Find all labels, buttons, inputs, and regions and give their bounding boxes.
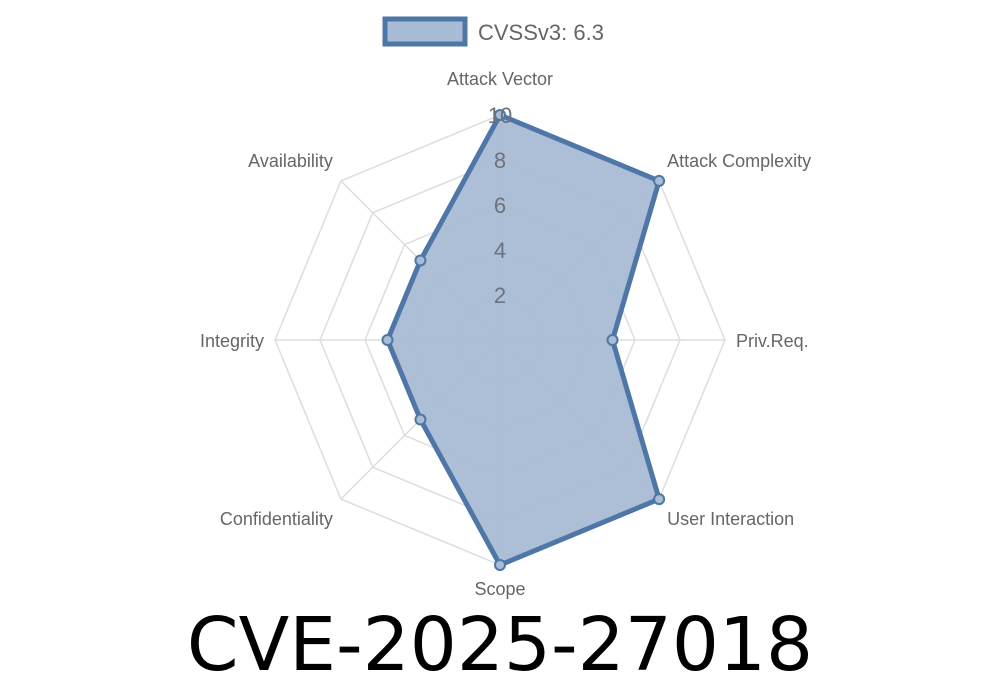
axis-label: Attack Complexity (667, 151, 811, 171)
chart-title: CVE-2025-27018 (186, 602, 814, 688)
axis-label: User Interaction (667, 509, 794, 529)
data-point (414, 413, 427, 426)
axis-label: Attack Vector (447, 69, 553, 89)
data-point (653, 493, 666, 506)
data-point (606, 334, 619, 346)
tick-label: 8 (494, 148, 506, 173)
axis-label: Confidentiality (220, 509, 333, 529)
axis-label: Integrity (200, 331, 264, 351)
legend-label: CVSSv3: 6.3 (478, 20, 604, 45)
tick-label: 2 (494, 283, 506, 308)
tick-label: 6 (494, 193, 506, 218)
data-point (381, 334, 394, 346)
axis-label: Priv.Req. (736, 331, 809, 351)
axis-label: Availability (248, 151, 333, 171)
legend-swatch (382, 16, 468, 47)
data-point (414, 254, 427, 267)
data-point (653, 174, 666, 187)
tick-label: 4 (494, 238, 506, 263)
data-point (494, 559, 506, 571)
tick-label: 10 (488, 103, 512, 128)
data-point (494, 109, 506, 121)
axis-label: Scope (474, 579, 525, 599)
